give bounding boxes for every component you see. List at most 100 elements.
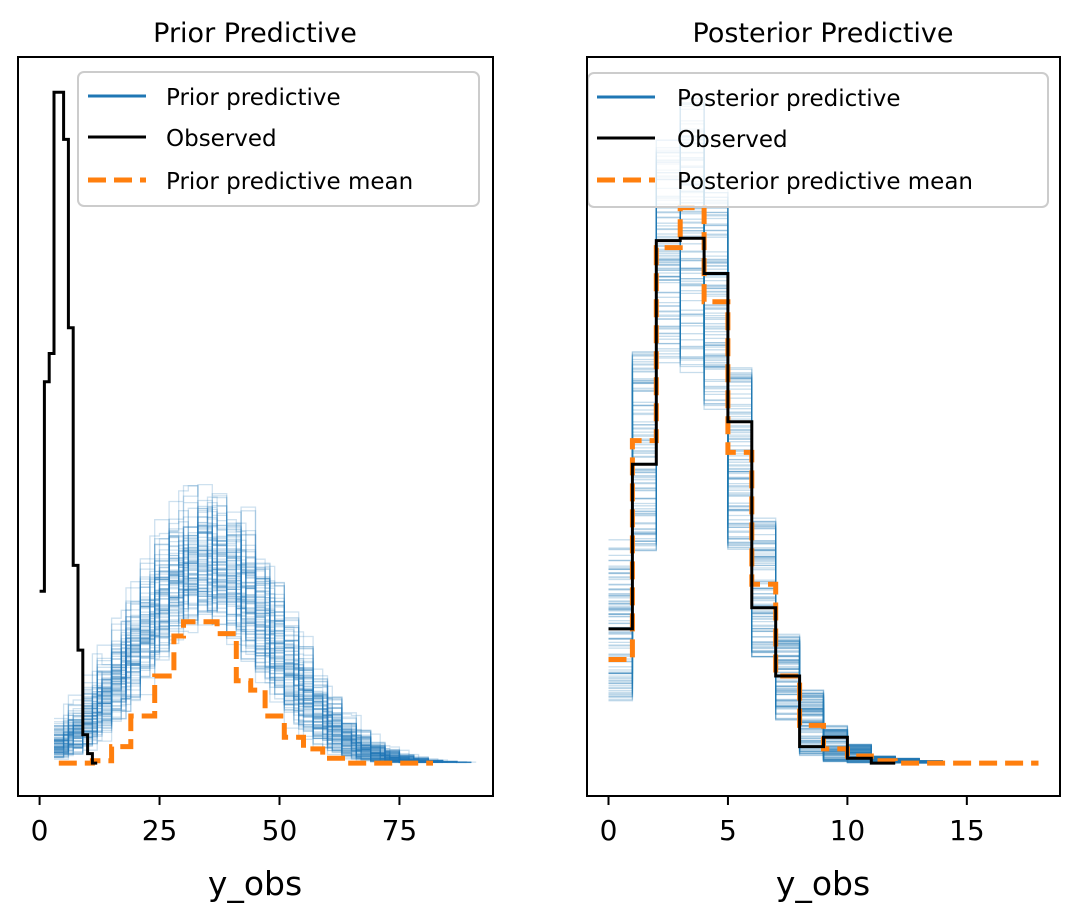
prior-predictive-sample-line <box>54 556 429 763</box>
prior-predictive-sample-line <box>54 516 419 763</box>
prior-predictive-sample-line <box>54 585 438 764</box>
prior-predictive-sample-line <box>54 504 443 763</box>
prior-predictive-sample-line <box>54 574 429 763</box>
prior-predictive-sample-line <box>54 589 414 764</box>
prior-predictive-sample-line <box>54 557 390 763</box>
prior-predictive-sample-line <box>54 509 429 763</box>
prior-axes-frame <box>17 56 494 797</box>
prior-predictive-sample-line <box>54 525 429 763</box>
prior-predictive-sample-line <box>54 588 443 764</box>
prior-predictive-sample-line <box>54 516 429 763</box>
prior-predictive-sample-line <box>54 510 448 763</box>
prior-predictive-sample-line <box>54 525 457 763</box>
prior-predictive-sample-line <box>54 483 443 763</box>
posterior-predictive-sample-line <box>608 236 943 762</box>
prior-predictive-sample-line <box>54 569 429 764</box>
prior-xlabel: y_obs <box>208 864 302 903</box>
prior-predictive-sample-line <box>54 549 443 763</box>
prior-predictive-sample-line <box>54 581 429 763</box>
prior-predictive-sample-line <box>54 510 429 763</box>
prior-x-tick-label: 75 <box>382 814 418 847</box>
prior-predictive-sample-line <box>54 572 429 763</box>
prior-legend-observed-label: Observed <box>166 126 277 152</box>
prior-predictive-sample-line <box>54 537 400 763</box>
prior-predictive-sample-line <box>54 544 400 763</box>
prior-predictive-sample-line <box>54 550 409 763</box>
prior-predictive-sample-line <box>54 524 438 763</box>
prior-predictive-sample-line <box>54 512 409 763</box>
prior-predictive-sample-line <box>54 526 443 763</box>
posterior-predictive-panel: Posterior Predictive Posterior predictiv… <box>586 18 1061 903</box>
prior-predictive-samples <box>54 483 477 764</box>
prior-predictive-sample-line <box>54 537 429 763</box>
posterior-legend-mean-label: Posterior predictive mean <box>677 169 973 195</box>
prior-predictive-sample-line <box>54 590 457 764</box>
prior-predictive-sample-line <box>54 528 414 763</box>
prior-predictive-sample-line <box>54 589 429 764</box>
prior-x-tick-label: 25 <box>142 814 178 847</box>
prior-predictive-sample-line <box>54 526 414 764</box>
prior-predictive-panel: Prior Predictive 0 25 50 75 y_obs Prior pre… <box>17 18 494 903</box>
prior-predictive-sample-line <box>54 526 419 763</box>
prior-predictive-sample-line <box>54 501 414 763</box>
prior-predictive-sample-line <box>54 557 448 763</box>
prior-legend-predictive-label: Prior predictive <box>166 85 341 111</box>
prior-predictive-sample-line <box>54 485 400 764</box>
posterior-x-tick-label: 15 <box>949 814 985 847</box>
prior-predictive-sample-line <box>54 555 443 764</box>
prior-predictive-sample-line <box>54 526 457 763</box>
prior-predictive-sample-line <box>54 525 429 764</box>
prior-predictive-sample-line <box>54 539 390 763</box>
posterior-legend: Posterior predictive Observed Posterior … <box>587 72 1049 208</box>
prior-predictive-sample-line <box>54 527 429 763</box>
posterior-legend-observed-label: Observed <box>677 127 788 153</box>
prior-predictive-mean-line <box>58 619 433 766</box>
prior-predictive-sample-line <box>54 595 472 764</box>
prior-predictive-sample-line <box>54 506 400 763</box>
posterior-legend-predictive-label: Posterior predictive <box>677 86 900 112</box>
prior-predictive-sample-line <box>54 534 448 763</box>
prior-predictive-sample-line <box>54 557 443 763</box>
prior-predictive-sample-line <box>54 562 419 763</box>
prior-predictive-sample-line <box>54 519 429 763</box>
prior-predictive-sample-line <box>54 528 472 763</box>
prior-predictive-sample-line <box>54 496 472 763</box>
prior-predictive-sample-line <box>54 594 448 763</box>
prior-predictive-sample-line <box>54 536 409 763</box>
prior-predictive-sample-line <box>54 507 438 763</box>
posterior-x-tick-label: 10 <box>830 814 866 847</box>
prior-legend: Prior predictive Observed Prior predicti… <box>77 71 480 207</box>
prior-predictive-sample-line <box>54 511 457 763</box>
prior-predictive-sample-line <box>54 532 443 763</box>
prior-predictive-sample-line <box>54 567 419 763</box>
prior-predictive-sample-line <box>54 582 414 764</box>
posterior-axes-frame <box>586 56 1061 797</box>
prior-predictive-sample-line <box>54 584 457 763</box>
prior-predictive-sample-line <box>54 534 438 763</box>
prior-predictive-sample-line <box>54 534 457 764</box>
prior-predictive-sample-line <box>54 493 429 763</box>
prior-predictive-sample-line <box>54 581 472 764</box>
prior-x-ticks: 0 25 50 75 <box>31 796 418 847</box>
prior-predictive-sample-line <box>54 587 409 764</box>
prior-predictive-sample-line <box>54 496 438 763</box>
prior-predictive-sample-line <box>54 558 472 764</box>
prior-x-tick-label: 0 <box>31 814 49 847</box>
prior-predictive-sample-line <box>54 579 414 763</box>
prior-predictive-sample-line <box>54 499 457 763</box>
prior-predictive-sample-line <box>54 595 448 764</box>
prior-predictive-sample-line <box>54 550 457 763</box>
posterior-xlabel: y_obs <box>776 864 870 903</box>
prior-legend-mean-label: Prior predictive mean <box>166 169 413 195</box>
prior-predictive-sample-line <box>54 501 438 763</box>
prior-predictive-sample-line <box>54 550 457 763</box>
prior-predictive-sample-line <box>54 485 400 763</box>
prior-predictive-sample-line <box>54 545 443 764</box>
prior-observed-line <box>39 90 98 765</box>
prior-predictive-sample-line <box>54 579 429 764</box>
prior-predictive-sample-line <box>54 570 457 764</box>
prior-predictive-sample-line <box>54 574 414 764</box>
prior-predictive-sample-line <box>54 548 443 764</box>
prior-predictive-sample-line <box>54 589 400 764</box>
